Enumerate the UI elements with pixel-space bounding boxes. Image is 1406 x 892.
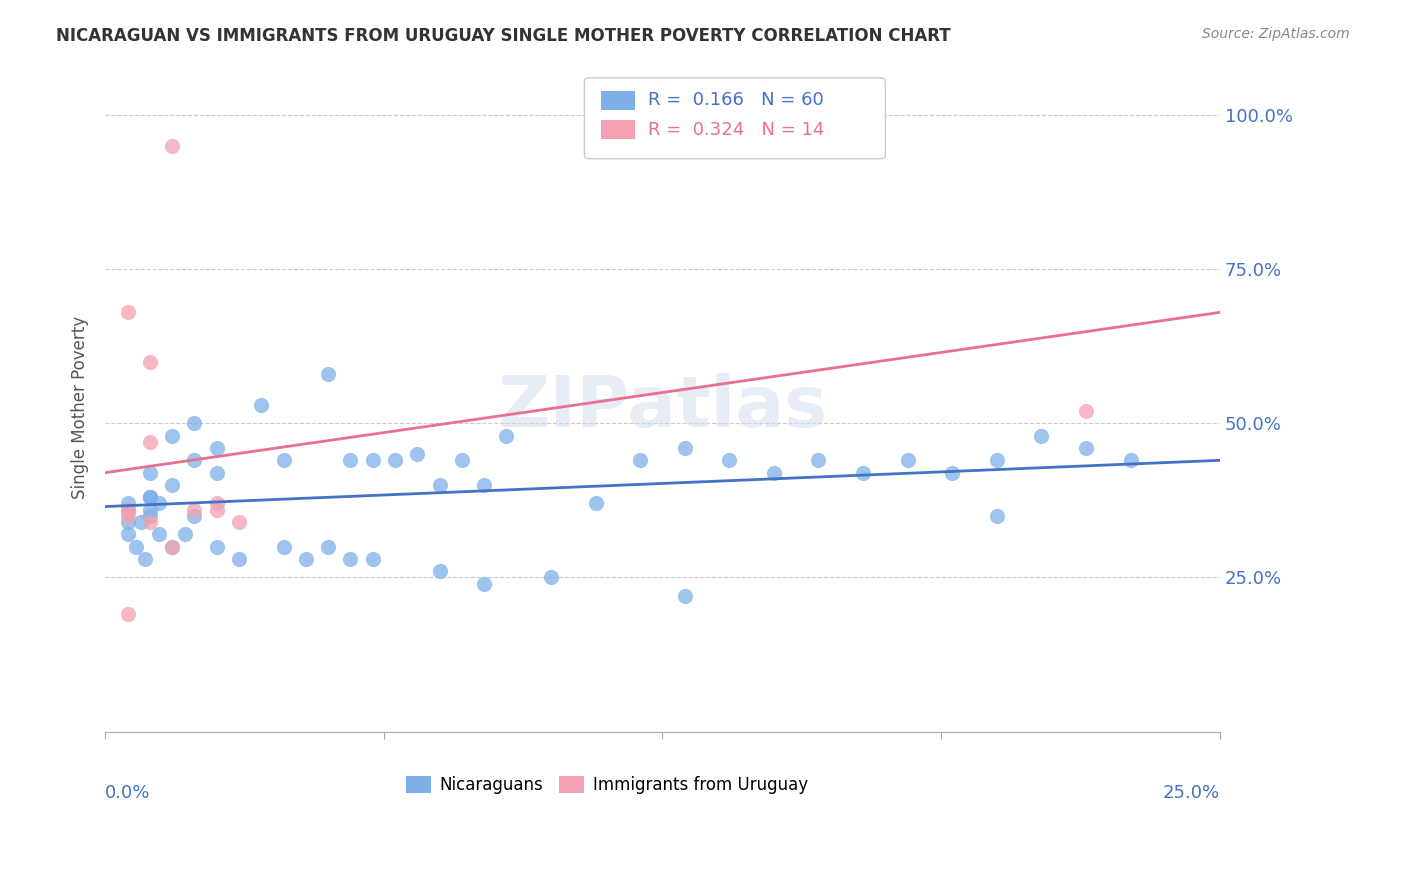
Point xyxy=(139,354,162,368)
Point xyxy=(160,428,183,442)
Point xyxy=(495,428,517,442)
Point xyxy=(316,367,339,381)
Point xyxy=(139,502,162,516)
Point xyxy=(250,398,273,412)
Point xyxy=(139,491,162,505)
Point xyxy=(139,466,162,480)
Point xyxy=(316,540,339,554)
Point xyxy=(129,515,152,529)
Point xyxy=(1119,453,1142,467)
Point xyxy=(174,527,197,541)
Point xyxy=(628,453,651,467)
Point xyxy=(139,508,162,523)
Point xyxy=(228,552,250,566)
Point xyxy=(1031,428,1053,442)
Point xyxy=(148,527,170,541)
Point xyxy=(852,466,875,480)
Point xyxy=(762,466,785,480)
Point xyxy=(450,453,472,467)
Point xyxy=(134,552,156,566)
Point xyxy=(339,453,361,467)
Point xyxy=(273,453,295,467)
Point xyxy=(160,478,183,492)
Text: 0.0%: 0.0% xyxy=(105,784,150,802)
Point xyxy=(160,540,183,554)
Point xyxy=(941,466,963,480)
Point xyxy=(125,540,148,554)
Point xyxy=(339,552,361,566)
Point xyxy=(986,453,1008,467)
Point xyxy=(183,508,205,523)
Point xyxy=(183,502,205,516)
Point xyxy=(472,478,495,492)
Point xyxy=(183,453,205,467)
Point xyxy=(139,491,162,505)
Point xyxy=(148,496,170,510)
Text: NICARAGUAN VS IMMIGRANTS FROM URUGUAY SINGLE MOTHER POVERTY CORRELATION CHART: NICARAGUAN VS IMMIGRANTS FROM URUGUAY SI… xyxy=(56,27,950,45)
Point xyxy=(540,570,562,584)
Point xyxy=(472,576,495,591)
Point xyxy=(361,552,384,566)
Point xyxy=(205,540,228,554)
Point xyxy=(183,417,205,431)
Point xyxy=(986,508,1008,523)
Point xyxy=(117,508,139,523)
Point xyxy=(1074,441,1097,455)
Text: 25.0%: 25.0% xyxy=(1163,784,1220,802)
Point xyxy=(429,478,451,492)
Point xyxy=(205,441,228,455)
Text: ZIPatlas: ZIPatlas xyxy=(498,374,828,442)
Text: Source: ZipAtlas.com: Source: ZipAtlas.com xyxy=(1202,27,1350,41)
FancyBboxPatch shape xyxy=(602,120,634,139)
Y-axis label: Single Mother Poverty: Single Mother Poverty xyxy=(72,317,89,500)
Point xyxy=(139,491,162,505)
Point xyxy=(205,502,228,516)
Point xyxy=(897,453,920,467)
FancyBboxPatch shape xyxy=(602,91,634,111)
Point xyxy=(1074,404,1097,418)
Point xyxy=(139,434,162,449)
Point xyxy=(673,441,696,455)
Point xyxy=(361,453,384,467)
Text: R =  0.324   N = 14: R = 0.324 N = 14 xyxy=(648,120,824,138)
Point xyxy=(673,589,696,603)
Point xyxy=(117,515,139,529)
Point xyxy=(228,515,250,529)
Point xyxy=(139,515,162,529)
Point xyxy=(585,496,607,510)
Text: R =  0.166   N = 60: R = 0.166 N = 60 xyxy=(648,92,824,110)
Point xyxy=(117,502,139,516)
Point xyxy=(160,139,183,153)
Point xyxy=(117,502,139,516)
Point xyxy=(117,496,139,510)
Point xyxy=(384,453,406,467)
Point xyxy=(429,564,451,578)
Point xyxy=(205,466,228,480)
Point xyxy=(205,496,228,510)
Point xyxy=(273,540,295,554)
Point xyxy=(807,453,830,467)
Point xyxy=(117,607,139,622)
Legend: Nicaraguans, Immigrants from Uruguay: Nicaraguans, Immigrants from Uruguay xyxy=(399,770,814,801)
Point xyxy=(295,552,318,566)
Point xyxy=(117,305,139,319)
Point xyxy=(406,447,429,461)
Point xyxy=(160,540,183,554)
Point xyxy=(117,527,139,541)
Point xyxy=(718,453,741,467)
FancyBboxPatch shape xyxy=(585,78,886,159)
